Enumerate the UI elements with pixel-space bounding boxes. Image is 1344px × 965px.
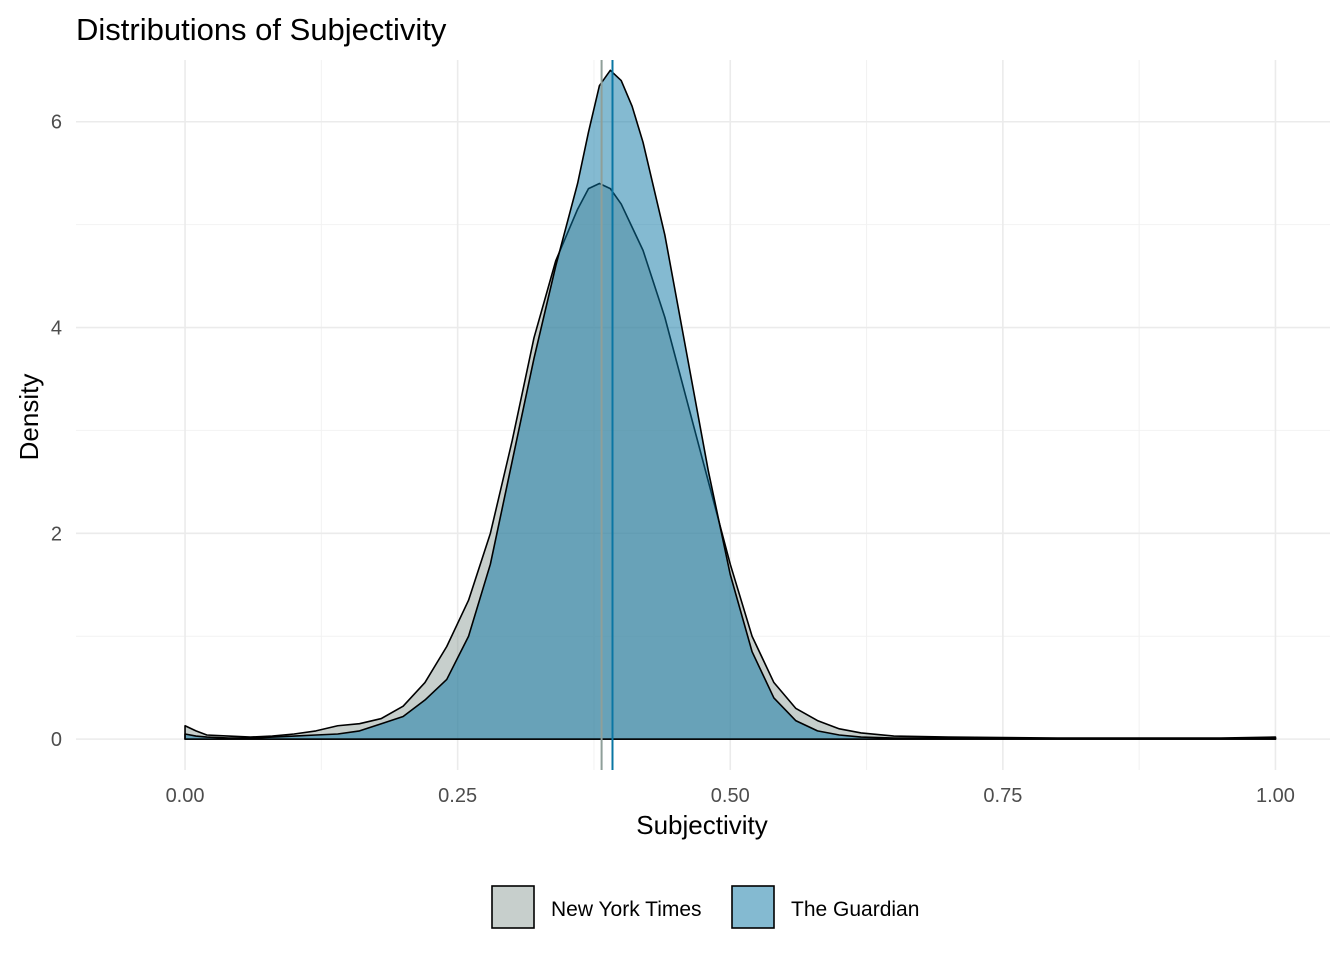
y-tick-label: 2: [51, 523, 62, 545]
x-tick-label: 0.50: [711, 785, 750, 807]
x-tick-label: 0.75: [983, 785, 1022, 807]
mean-lines: [600, 60, 614, 770]
y-tick-label: 6: [51, 112, 62, 134]
legend-label: New York Times: [551, 898, 702, 921]
y-tick-label: 0: [51, 729, 62, 751]
legend-item-the-guardian: The Guardian: [731, 885, 919, 929]
axis-ticks: 0.00 0.25 0.50 0.75 1.00 0 2 4 6: [51, 112, 1295, 807]
y-tick-label: 4: [51, 318, 62, 340]
x-axis-title: Subjectivity: [636, 810, 768, 840]
chart-title: Distributions of Subjectivity: [76, 12, 447, 47]
x-tick-label: 1.00: [1256, 785, 1295, 807]
legend-swatch: [491, 885, 535, 929]
legend-item-new-york-times: New York Times: [491, 885, 702, 929]
y-axis-title: Density: [14, 374, 44, 461]
density-area-the-guardian: [184, 69, 1277, 740]
legend-swatch: [731, 885, 775, 929]
density-areas: [184, 69, 1277, 740]
legend: New York Times The Guardian: [491, 885, 919, 929]
x-tick-label: 0.25: [438, 785, 477, 807]
x-tick-label: 0.00: [166, 785, 205, 807]
legend-label: The Guardian: [791, 898, 919, 921]
